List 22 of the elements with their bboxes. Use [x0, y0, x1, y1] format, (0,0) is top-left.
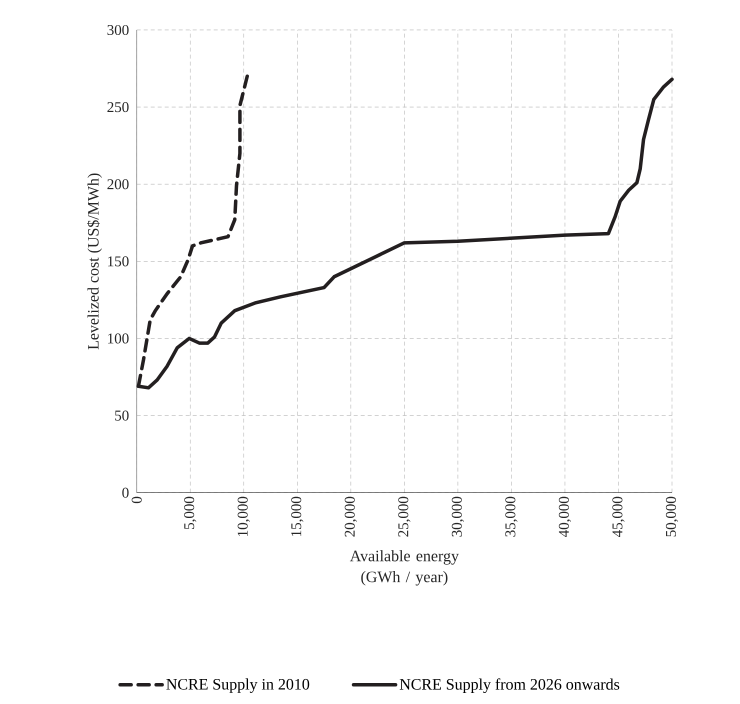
- y-tick-label: 0: [122, 488, 129, 498]
- x-tick-label: 15,000: [291, 496, 304, 536]
- x-tick-label: 10,000: [238, 496, 250, 536]
- y-tick-label: 300: [107, 24, 129, 36]
- y-tick-label: 250: [107, 102, 129, 112]
- y-tick-label: 150: [108, 256, 129, 266]
- y-axis-title: Levelized cost (US$/MWh): [86, 174, 102, 350]
- x-tick-label: 0: [132, 496, 142, 504]
- legend-label: NCRE Supply in 2010: [166, 678, 310, 693]
- y-tick-label: 100: [108, 333, 129, 344]
- x-axis-title: Available energy (GWh / year): [350, 550, 459, 586]
- x-tick-label: 50,000: [666, 496, 678, 536]
- x-tick-label: 45,000: [612, 496, 625, 538]
- x-tick-label: 40,000: [558, 496, 572, 538]
- x-tick-label: 20,000: [344, 496, 357, 537]
- x-tick-label: 35,000: [505, 496, 518, 537]
- x-tick-label: 30,000: [452, 496, 464, 537]
- y-tick-label: 200: [107, 179, 129, 190]
- y-tick-label: 50: [115, 410, 129, 421]
- x-tick-label: 25,000: [398, 496, 410, 537]
- legend-label: NCRE Supply from 2026 onwards: [400, 678, 620, 694]
- x-tick-label: 5,000: [184, 496, 196, 529]
